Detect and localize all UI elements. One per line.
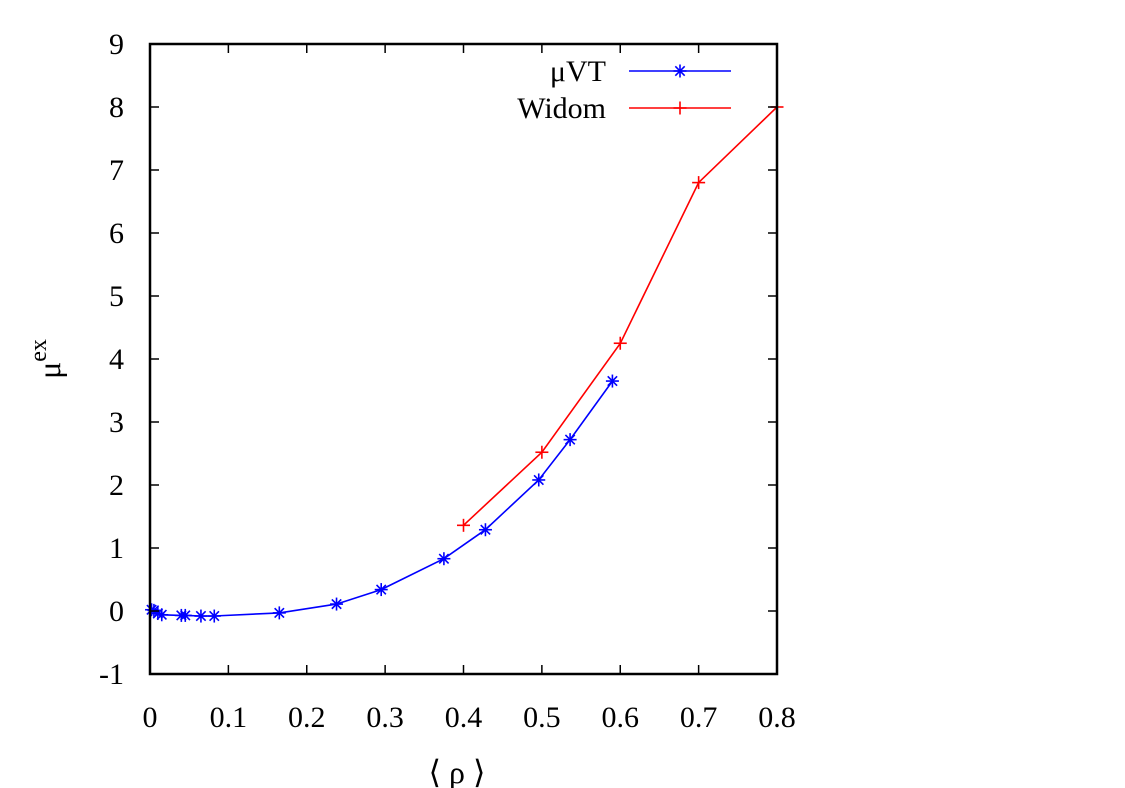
legend-marker: [673, 101, 687, 115]
marker-stroke: [274, 607, 285, 619]
x-tick-label: 0.4: [445, 701, 483, 734]
x-tick-label: 0.3: [366, 701, 404, 734]
data-point: [155, 608, 169, 622]
data-point: [178, 608, 192, 622]
plot-marks: [145, 100, 784, 623]
series-1: [145, 374, 619, 623]
x-tick-label: 0.7: [680, 701, 718, 734]
marker-stroke: [209, 610, 220, 622]
marker-stroke: [674, 65, 686, 77]
y-tick-label: 5: [109, 280, 124, 313]
marker-stroke: [607, 375, 618, 387]
y-axis-label-group: μex: [26, 339, 67, 379]
x-tick-label: 0.8: [758, 701, 796, 734]
legend-marker: [673, 64, 687, 78]
series-2: [457, 100, 784, 532]
data-point: [532, 473, 546, 487]
x-axis-label: ⟨ ρ ⟩: [429, 754, 486, 788]
marker-stroke: [375, 584, 387, 595]
y-tick-label: 6: [109, 217, 124, 250]
marker-stroke: [438, 553, 450, 564]
y-tick-label: 3: [109, 406, 124, 439]
data-point: [272, 606, 286, 620]
y-axis-label-base: μ: [31, 362, 67, 379]
y-tick-label: 4: [109, 343, 124, 376]
series-line: [462, 106, 778, 526]
data-point: [437, 552, 451, 566]
legend-label: Widom: [517, 92, 606, 125]
data-point: [535, 445, 549, 459]
data-point: [207, 609, 221, 623]
legend-entry: μVT: [550, 55, 731, 88]
y-tick-label: 8: [109, 91, 124, 124]
x-tick-label: 0.6: [602, 701, 640, 734]
y-tick-label: 9: [109, 28, 124, 61]
data-point: [563, 433, 577, 447]
marker-stroke: [533, 474, 544, 486]
y-axis-label: μex: [26, 339, 67, 379]
legend-label: μVT: [550, 55, 606, 88]
data-point: [194, 609, 208, 623]
y-tick-label: 0: [109, 595, 124, 628]
marker-stroke: [195, 610, 207, 622]
y-tick-label: -1: [99, 658, 124, 691]
axis-ticks: [149, 43, 778, 675]
data-point: [692, 176, 706, 190]
data-point: [374, 583, 388, 597]
marker-stroke: [331, 598, 342, 610]
marker-stroke: [156, 609, 168, 621]
data-point: [613, 336, 627, 350]
y-tick-label: 7: [109, 154, 124, 187]
marker-stroke: [480, 524, 491, 535]
legend-entry: Widom: [517, 92, 731, 125]
x-tick-label: 0: [143, 701, 158, 734]
tick-labels: 0 0.1 0.2 0.3 0.4 0.5 0.6 0.7 0.8 -1 0 1 2 3 4 5 6 7 8 9: [99, 28, 796, 734]
plot-frame: [148, 42, 779, 676]
data-point: [457, 518, 470, 532]
y-axis-label-superscript: ex: [26, 339, 52, 362]
series-line: [151, 380, 614, 617]
data-point: [605, 374, 619, 388]
y-tick-label: 1: [109, 532, 124, 565]
marker-stroke: [564, 434, 576, 445]
data-point: [330, 597, 344, 611]
x-tick-label: 0.5: [523, 701, 561, 734]
data-point: [478, 523, 492, 537]
legend: μVT Widom: [517, 55, 731, 125]
x-tick-label: 0.1: [210, 701, 248, 734]
marker-stroke: [180, 610, 191, 621]
y-tick-label: 2: [109, 469, 124, 502]
x-tick-label: 0.2: [288, 701, 326, 734]
